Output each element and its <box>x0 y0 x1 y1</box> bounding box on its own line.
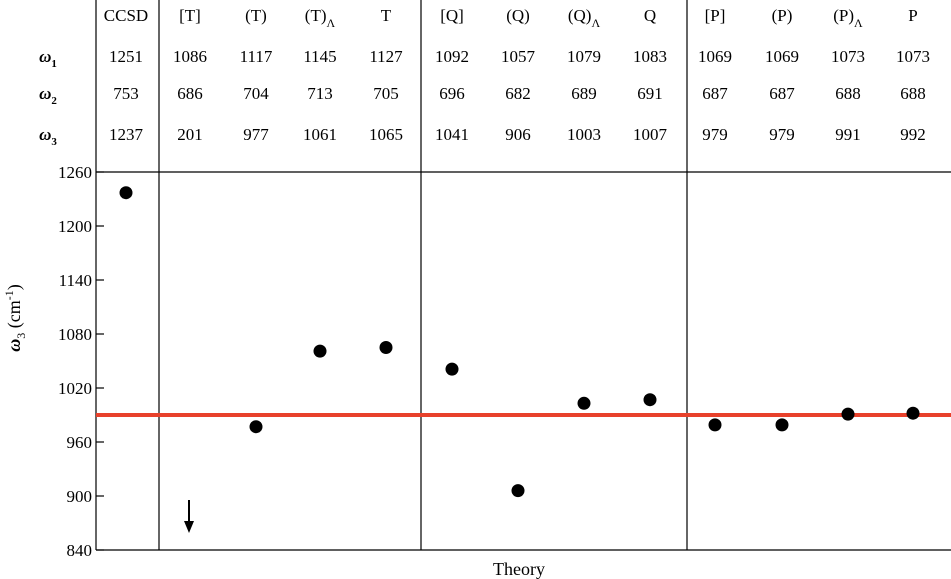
table-cell-omega1-p-lambda: 1073 <box>831 47 865 66</box>
y-tick-label-960: 960 <box>67 433 93 452</box>
table-cell-omega1-p: 1069 <box>698 47 732 66</box>
table-cell-omega3-p: 979 <box>702 125 728 144</box>
column-header-t: (T) <box>245 6 267 25</box>
table-cell-omega3-q: 1041 <box>435 125 469 144</box>
y-tick-label-840: 840 <box>67 541 93 560</box>
table-cell-omega3-q: 1007 <box>633 125 668 144</box>
table-cell-omega3-p: 992 <box>900 125 926 144</box>
table-cell-omega1-p: 1069 <box>765 47 799 66</box>
table-cell-omega2-q: 691 <box>637 84 663 103</box>
data-point-p <box>708 418 722 432</box>
y-tick-label-900: 900 <box>67 487 93 506</box>
table-row-labels: ω1 ω2 ω3 <box>39 47 57 148</box>
off-scale-arrow-t <box>184 500 194 533</box>
data-point-t <box>249 420 263 434</box>
table-cell-omega3-p: 979 <box>769 125 795 144</box>
table-cell-omega2-p: 688 <box>900 84 926 103</box>
data-point-p <box>775 418 789 432</box>
table-cell-omega1-q: 1057 <box>501 47 536 66</box>
table-cell-omega2-p-lambda: 688 <box>835 84 861 103</box>
data-point-t-lambda <box>313 344 327 358</box>
y-tick-label-1020: 1020 <box>58 379 92 398</box>
table-cell-omega2-t: 705 <box>373 84 399 103</box>
column-header-p: [P] <box>705 6 726 25</box>
table-cell-omega3-q-lambda: 1003 <box>567 125 601 144</box>
table-cell-omega1-ccsd: 1251 <box>109 47 143 66</box>
data-point-q <box>445 362 459 376</box>
table-cell-omega1-q: 1092 <box>435 47 469 66</box>
y-tick-label-1140: 1140 <box>59 271 92 290</box>
table-cell-omega2-t: 704 <box>243 84 269 103</box>
y-tick-label-1080: 1080 <box>58 325 92 344</box>
table-cell-omega3-t: 977 <box>243 125 269 144</box>
table-cell-omega3-t: 201 <box>177 125 203 144</box>
table-cell-omega3-ccsd: 1237 <box>109 125 144 144</box>
column-header-t: T <box>381 6 392 25</box>
data-point-q <box>643 393 657 407</box>
data-point-q-lambda <box>577 396 591 410</box>
data-point-p-lambda <box>841 407 855 421</box>
column-header-ccsd: CCSD <box>104 6 148 25</box>
table-cell-omega3-t: 1065 <box>369 125 403 144</box>
data-point-ccsd <box>119 186 133 200</box>
data-point-q <box>511 484 525 498</box>
table-cell-omega3-t-lambda: 1061 <box>303 125 337 144</box>
table-cell-omega2-q: 696 <box>439 84 465 103</box>
column-header-q: Q <box>644 6 656 25</box>
y-axis-title-group: ω3 (cm-1) <box>2 284 28 352</box>
y-axis: 1260 1200 1140 1080 1020 960 900 840 <box>58 163 104 560</box>
table-cell-omega2-q-lambda: 689 <box>571 84 597 103</box>
column-header-p: P <box>908 6 917 25</box>
column-header-p: (P) <box>772 6 793 25</box>
table-cell-omega1-t: 1086 <box>173 47 207 66</box>
column-header-t: [T] <box>179 6 201 25</box>
table-cell-omega3-p-lambda: 991 <box>835 125 861 144</box>
column-header-q: [Q] <box>440 6 464 25</box>
table-cell-omega2-p: 687 <box>769 84 795 103</box>
table-cell-omega1-p: 1073 <box>896 47 930 66</box>
frame-lines <box>95 0 951 551</box>
table-cell-omega2-t-lambda: 713 <box>307 84 333 103</box>
table-cell-omega1-t: 1127 <box>369 47 403 66</box>
y-axis-title: ω3 (cm-1) <box>2 284 28 352</box>
row-label-omega-3: ω3 <box>39 125 57 148</box>
table-cell-omega2-ccsd: 753 <box>113 84 139 103</box>
table-cell-omega2-p: 687 <box>702 84 728 103</box>
table-cell-omega1-q-lambda: 1079 <box>567 47 601 66</box>
table-cell-omega1-q: 1083 <box>633 47 667 66</box>
y-tick-label-1200: 1200 <box>58 217 92 236</box>
data-points <box>119 186 920 498</box>
off-scale-markers <box>184 500 194 533</box>
y-tick-label-1260: 1260 <box>58 163 92 182</box>
table-cell-omega3-q: 906 <box>505 125 531 144</box>
row-label-omega-2: ω2 <box>39 84 57 107</box>
table-header-row: CCSD [T] (T) (T)Λ T [Q] (Q) (Q)Λ Q [P] (P) (P)Λ P <box>104 6 918 30</box>
table-cell-omega2-q: 682 <box>505 84 531 103</box>
x-axis-title: Theory <box>493 559 545 579</box>
table-cells: 1251 1086 1117 1145 1127 1092 1057 1079 1083 1069… <box>109 47 930 144</box>
column-header-p-lambda: (P)Λ <box>833 6 863 30</box>
off-scale-arrow-head <box>184 521 194 533</box>
column-header-q-lambda: (Q)Λ <box>568 6 601 30</box>
table-cell-omega1-t: 1117 <box>240 47 273 66</box>
column-header-q: (Q) <box>506 6 530 25</box>
data-point-t <box>379 341 393 354</box>
table-cell-omega1-t-lambda: 1145 <box>303 47 336 66</box>
table-cell-omega2-t: 686 <box>177 84 203 103</box>
row-label-omega-1: ω1 <box>39 47 57 70</box>
data-point-p <box>906 406 920 420</box>
column-header-t-lambda: (T)Λ <box>305 6 336 30</box>
